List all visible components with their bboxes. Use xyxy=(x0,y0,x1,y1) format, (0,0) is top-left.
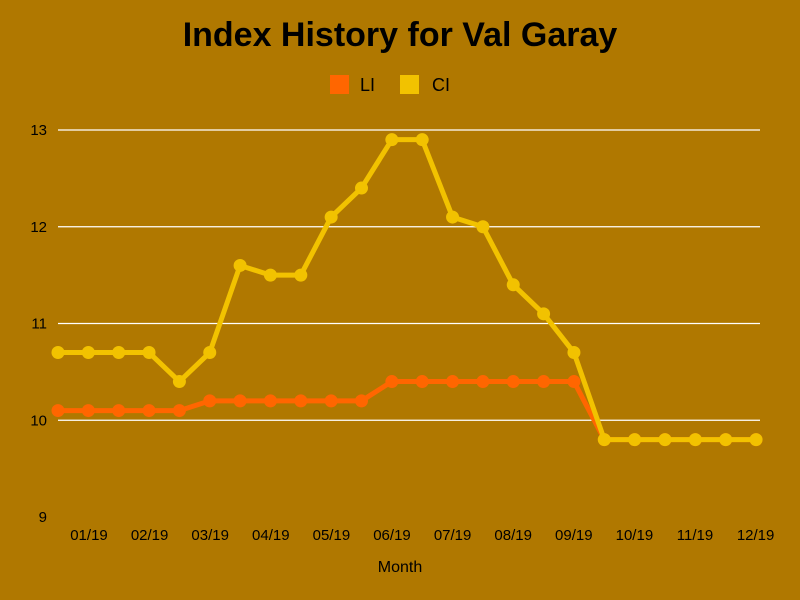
data-point-ci xyxy=(294,268,308,282)
data-point-ci xyxy=(415,133,429,147)
data-point-ci xyxy=(597,433,611,447)
series-line-li xyxy=(58,379,757,443)
y-axis-ticks: 9 10 11 12 13 xyxy=(30,122,47,526)
data-point-ci xyxy=(658,433,672,447)
data-point-li xyxy=(476,375,490,389)
x-axis-label: Month xyxy=(378,559,422,576)
data-point-ci xyxy=(142,346,156,360)
x-tick-label: 01/19 xyxy=(70,527,108,544)
x-tick-label: 09/19 xyxy=(555,527,593,544)
data-point-li xyxy=(355,394,368,408)
data-point-li xyxy=(172,404,186,418)
data-point-li xyxy=(203,394,217,408)
y-tick-label: 9 xyxy=(39,509,47,526)
data-point-ci xyxy=(112,346,126,360)
x-tick-label: 04/19 xyxy=(252,527,290,544)
legend-label-ci: CI xyxy=(432,75,450,95)
data-point-li xyxy=(294,394,308,408)
data-point-ci xyxy=(537,307,551,321)
y-tick-label: 12 xyxy=(30,219,47,236)
x-tick-label: 07/19 xyxy=(434,527,472,544)
data-point-li xyxy=(81,404,95,418)
data-point-li xyxy=(51,404,65,418)
series-ci xyxy=(51,133,763,447)
x-tick-label: 12/19 xyxy=(737,527,775,544)
gridlines xyxy=(58,129,760,421)
data-point-li xyxy=(506,375,520,389)
data-point-ci xyxy=(749,433,763,447)
data-point-ci xyxy=(51,346,65,360)
data-point-ci xyxy=(355,181,368,195)
y-tick-label: 10 xyxy=(30,412,47,429)
data-point-ci xyxy=(203,346,217,360)
data-point-li xyxy=(142,404,156,418)
data-point-li xyxy=(233,394,247,408)
data-point-ci xyxy=(324,210,338,224)
x-axis-ticks: 01/19 02/19 03/19 04/19 05/19 06/19 07/19 08/19… xyxy=(70,527,774,544)
data-point-ci xyxy=(567,346,581,360)
data-point-ci xyxy=(172,375,186,389)
x-tick-label: 08/19 xyxy=(494,527,532,544)
data-point-li xyxy=(415,375,429,389)
legend-swatch-ci xyxy=(400,75,419,94)
data-point-li xyxy=(112,404,126,418)
data-point-li xyxy=(324,394,338,408)
chart-title: Index History for Val Garay xyxy=(183,16,618,54)
x-tick-label: 02/19 xyxy=(131,527,169,544)
legend-swatch-li xyxy=(330,75,349,94)
y-tick-label: 13 xyxy=(30,122,47,139)
series-li xyxy=(51,375,763,447)
data-point-li xyxy=(537,375,551,389)
y-tick-label: 11 xyxy=(31,316,47,333)
data-point-ci xyxy=(263,268,277,282)
data-point-ci xyxy=(233,258,247,272)
data-point-ci xyxy=(385,133,399,147)
x-tick-label: 10/19 xyxy=(616,527,654,544)
series-line-ci xyxy=(58,137,757,443)
legend: LI CI xyxy=(330,75,450,95)
data-point-li xyxy=(446,375,460,389)
legend-label-li: LI xyxy=(360,75,375,95)
data-point-li xyxy=(263,394,277,408)
data-point-ci xyxy=(446,210,460,224)
x-tick-label: 11/19 xyxy=(677,527,713,544)
data-point-ci xyxy=(719,433,733,447)
series-group xyxy=(51,133,763,447)
data-point-ci xyxy=(81,346,95,360)
x-tick-label: 05/19 xyxy=(313,527,351,544)
data-point-ci xyxy=(688,433,702,447)
x-tick-label: 03/19 xyxy=(191,527,229,544)
data-point-ci xyxy=(476,220,490,234)
x-tick-label: 06/19 xyxy=(373,527,411,544)
data-point-li xyxy=(567,375,581,389)
data-point-ci xyxy=(628,433,642,447)
data-point-li xyxy=(385,375,399,389)
data-point-ci xyxy=(506,278,520,292)
